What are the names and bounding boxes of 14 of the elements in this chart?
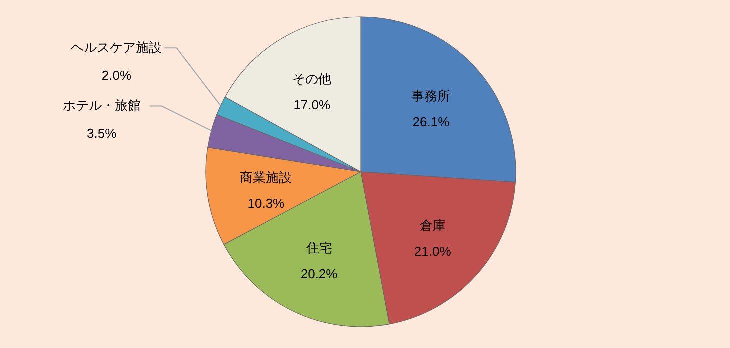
slice-label: その他 [292,71,332,86]
slice-label: 商業施設 [240,170,292,185]
slice-label: 住宅 [305,240,332,256]
data-label: 2.0% [102,68,132,84]
data-label: 10.3% [248,196,286,211]
slice-label: ホテル・旅館 [62,98,141,114]
data-label: 3.5% [87,126,118,142]
data-label: 21.0% [414,244,452,259]
slice-label: ヘルスケア施設 [71,40,162,56]
data-label: 20.2% [300,266,338,282]
slice-label: 事務所 [412,88,451,104]
data-label: 17.0% [294,97,331,112]
slice-label: 倉庫 [420,218,446,233]
data-label: 26.1% [412,114,450,130]
